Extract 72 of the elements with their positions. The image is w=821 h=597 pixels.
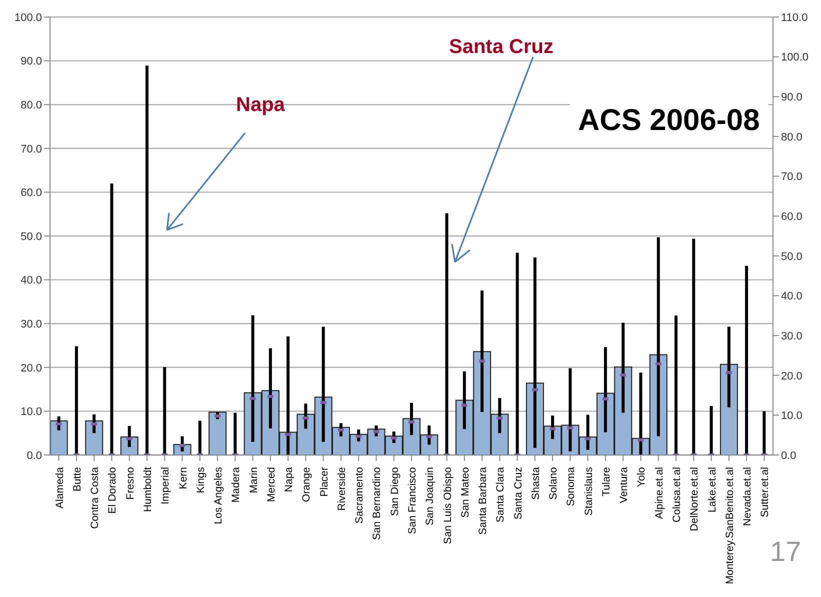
x-tick-label: Marin	[248, 466, 260, 494]
y2-tick-label: 100.0	[781, 52, 809, 64]
bar	[208, 412, 227, 455]
x-tick-label: Napa	[283, 466, 296, 492]
x-tick-label: San Diego	[388, 466, 401, 516]
x-tick-label: Fresno	[124, 466, 136, 500]
y-tick-label: 100.0	[14, 12, 42, 24]
y2-tick-label: 10.0	[781, 410, 802, 422]
x-tick-label: Shasta	[530, 466, 542, 500]
x-tick-label: Placer	[318, 466, 330, 497]
x-tick-label: Humboldt	[142, 466, 154, 512]
x-tick-label: Butte	[71, 466, 84, 492]
x-tick-label: Nevada.et.al	[742, 467, 754, 526]
y2-tick-label: 110.0	[781, 12, 808, 24]
y2-tick-label: 90.0	[781, 92, 802, 104]
x-tick-label: Lake.et.al	[706, 467, 718, 513]
x-tick-label: Alpine.et.al	[653, 467, 666, 519]
x-tick-label: Contra Costa	[89, 466, 102, 529]
x-tick-label: San Francisco	[406, 466, 418, 534]
x-tick-label: Ventura	[618, 466, 630, 504]
y-tick-label: 10.0	[20, 406, 42, 418]
y2-tick-label: 0.0	[781, 450, 796, 462]
y2-tick-label: 70.0	[781, 171, 802, 184]
x-tick-label: Orange	[300, 466, 313, 502]
y2-tick-label: 40.0	[781, 290, 802, 303]
y2-tick-label: 60.0	[781, 210, 802, 223]
y-tick-label: 80.0	[20, 100, 42, 112]
y-tick-label: 30.0	[20, 318, 42, 331]
text: 17	[770, 536, 802, 568]
x-tick-label: DelNorte.et.al	[688, 467, 701, 532]
y2-tick-label: 20.0	[781, 370, 802, 382]
x-tick-label: El Dorado	[106, 466, 119, 514]
x-tick-label: Alameda	[54, 466, 66, 508]
y2-tick-label: 50.0	[781, 250, 802, 263]
bar	[720, 364, 738, 455]
y-tick-label: 50.0	[20, 230, 42, 243]
x-tick-label: San Bernardino	[371, 466, 384, 540]
x-tick-label: Yolo	[636, 466, 648, 488]
x-tick-label: Madera	[230, 466, 242, 503]
x-tick-label: Solano	[548, 466, 560, 500]
x-tick-label: Sutter.et.al	[759, 467, 772, 518]
x-tick-label: San Mateo	[459, 466, 472, 518]
x-tick-label: Tulare	[600, 466, 612, 496]
annotation: Santa Cruz	[449, 36, 554, 59]
x-tick-label: Los Angeles	[212, 467, 225, 524]
y-tick-label: 60.0	[20, 187, 42, 200]
y-tick-label: 70.0	[20, 143, 42, 156]
x-tick-label: Riverside	[336, 466, 348, 511]
y-tick-label: 90.0	[20, 56, 42, 68]
y-tick-label: 40.0	[20, 274, 42, 287]
x-tick-label: Sacramento	[354, 466, 366, 524]
x-tick-label: Stanislaus	[582, 467, 595, 516]
x-tick-label: San Joaquin	[424, 466, 436, 526]
x-tick-label: San Luis Obispo	[442, 466, 454, 544]
bar	[50, 420, 68, 455]
x-tick-label: Imperial	[160, 467, 172, 504]
x-tick-label: Monterey.SanBenito.et.al	[724, 467, 736, 584]
x-tick-label: Merced	[265, 466, 278, 502]
x-tick-label: Santa Clara	[494, 466, 507, 522]
annotation: Napa	[236, 94, 285, 117]
y2-tick-label: 30.0	[781, 330, 802, 342]
x-tick-label: Kern	[177, 466, 190, 490]
y2-tick-label: 80.0	[781, 131, 802, 144]
x-tick-label: Sonoma	[565, 466, 578, 506]
x-tick-label: Santa Cruz	[512, 467, 524, 520]
x-tick-label: Colusa.et.al	[671, 467, 684, 522]
y-tick-label: 0.0	[26, 450, 42, 462]
text: ACS 2006-08	[570, 100, 768, 142]
bar	[85, 420, 104, 455]
x-tick-label: Santa Barbara	[477, 466, 490, 535]
y-tick-label: 20.0	[20, 362, 42, 374]
x-tick-label: Kings	[194, 467, 207, 494]
